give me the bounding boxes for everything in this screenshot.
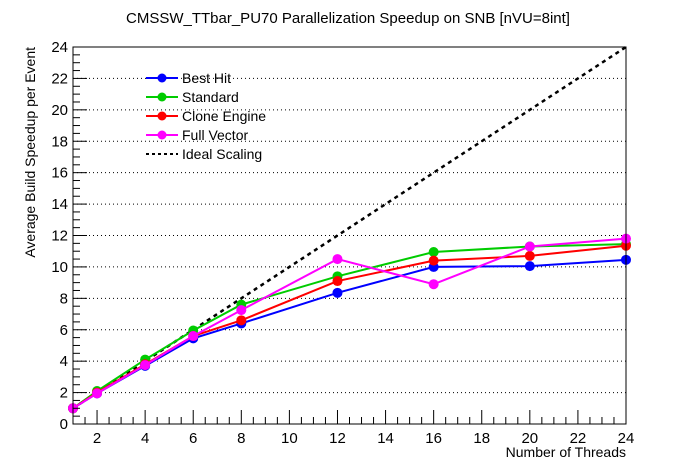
series-line [72,237,627,410]
data-point [524,261,535,272]
y-tick-label: 6 [60,322,68,339]
data-point [332,254,343,265]
legend-label: Full Vector [182,127,248,143]
series-group [68,233,631,414]
y-tick-label: 0 [60,416,68,433]
x-tick-label: 20 [521,430,538,447]
x-tick-label: 2 [93,430,101,447]
data-point [236,305,247,316]
y-tick-label: 24 [51,39,68,56]
y-tick-label: 12 [51,228,68,245]
legend-marker [157,73,167,83]
ideal-scaling-series [72,45,627,410]
series-full-vector [68,233,631,414]
series-line [72,243,627,410]
y-tick-label: 4 [60,353,68,370]
data-point [524,241,535,252]
data-point [332,287,343,298]
legend-item: Clone Engine [146,108,266,124]
x-tick-label: 16 [425,430,442,447]
legend: Best Hit Standard Clone Engine Full Vector I… [146,70,266,162]
legend-label: Best Hit [182,70,231,86]
y-tick-label: 2 [60,385,68,402]
y-tick-label: 18 [51,133,68,150]
y-axis-title: Average Build Speedup per Event [22,47,38,258]
x-tick-label: 6 [189,430,197,447]
x-tick-label: 8 [237,430,245,447]
y-tick-label: 20 [51,102,68,119]
data-point [428,255,439,266]
x-tick-label: 22 [570,430,587,447]
series-line [72,258,627,410]
x-tick-label: 24 [618,430,635,447]
legend-item: Ideal Scaling [146,146,262,162]
x-tick-label: 10 [281,430,298,447]
data-point [428,279,439,290]
x-tick-label: 4 [141,430,149,447]
y-tick-label: 16 [51,165,68,182]
x-tick-label: 14 [377,430,394,447]
grid [73,77,626,394]
legend-marker [157,130,167,140]
data-point [188,331,199,342]
x-tick-label: 18 [473,430,490,447]
y-tick-label: 8 [60,290,68,307]
x-tick-label: 12 [329,430,346,447]
legend-label: Ideal Scaling [182,146,262,162]
series-line [72,244,627,410]
data-point [236,315,247,326]
legend-item: Full Vector [146,127,248,143]
legend-marker [157,111,167,121]
y-tick-label: 22 [51,70,68,87]
legend-item: Best Hit [146,70,231,86]
data-point [524,250,535,261]
data-point [92,388,103,399]
legend-label: Clone Engine [182,108,266,124]
data-point [140,360,151,371]
y-tick-label: 10 [51,259,68,276]
legend-label: Standard [182,89,239,105]
legend-item: Standard [146,89,239,105]
x-axis-title: Number of Threads [506,444,626,460]
data-point [332,276,343,287]
data-point [428,246,439,257]
y-tick-label: 14 [51,196,68,213]
ideal-scaling-line [72,45,627,410]
legend-marker [157,92,167,102]
chart-title: CMSSW_TTbar_PU70 Parallelization Speedup… [126,10,570,27]
